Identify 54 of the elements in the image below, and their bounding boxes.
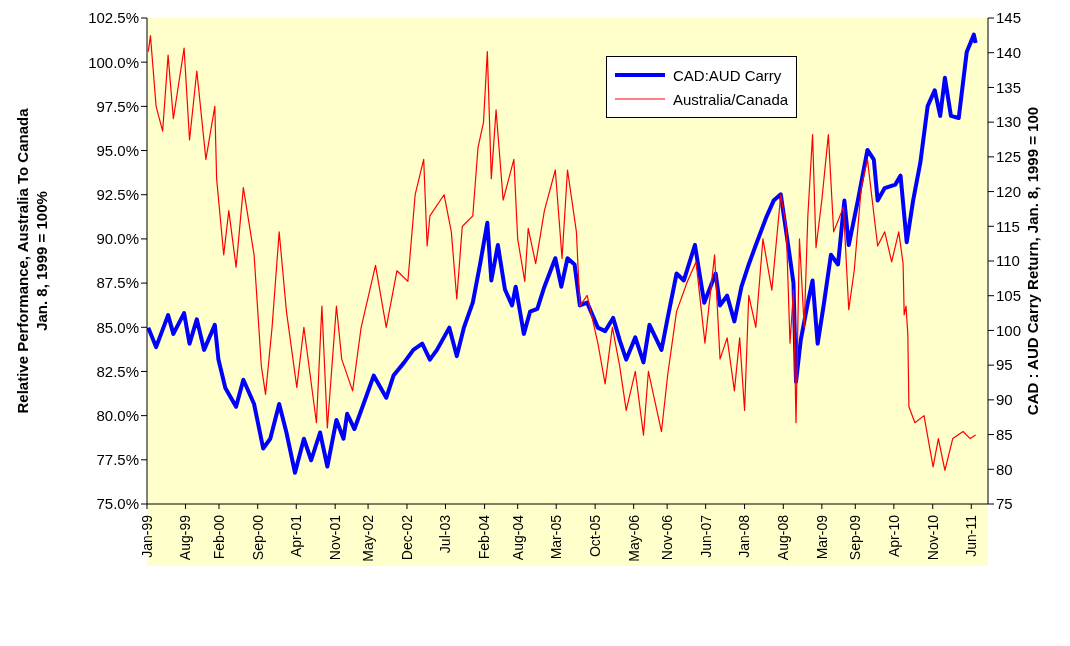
x-tick-label: Jan-08 <box>736 514 753 558</box>
y2-tick-label: 120 <box>996 182 1022 200</box>
x-tick-label: Jul-03 <box>437 514 454 554</box>
y2-tick-label: 110 <box>996 252 1020 270</box>
y2-axis-title: CAD : AUD Carry Return, Jan. 8, 1999 = 100 <box>1024 106 1041 416</box>
x-tick-label: Mar-09 <box>813 514 830 560</box>
y2-tick-label: 140 <box>996 44 1022 62</box>
y2-tick-label: 145 <box>996 9 1022 27</box>
y-tick-label: 97.5% <box>96 97 139 115</box>
x-tick-label: Nov-06 <box>659 514 676 561</box>
x-tick-label: Apr-01 <box>288 514 305 558</box>
y-tick-label: 92.5% <box>96 186 139 204</box>
x-tick-label: Nov-10 <box>924 514 941 561</box>
y-axis-title: Relative Performance, Australia To Canada Jan. 8, 1999 = 100% <box>14 107 50 414</box>
x-tick-label: Jun-11 <box>963 514 980 557</box>
y2-tick-label: 135 <box>996 78 1022 96</box>
x-tick-label: Aug-04 <box>509 514 526 561</box>
x-tick-label: Oct-05 <box>587 514 604 558</box>
y2-tick-label: 115 <box>996 217 1020 235</box>
y2-tick-label: 105 <box>996 287 1022 305</box>
y-tick-label: 95.0% <box>96 141 139 159</box>
y2-tick-label: 100 <box>996 321 1022 339</box>
x-tick-label: Feb-00 <box>210 514 227 560</box>
y2-tick-label: 125 <box>996 148 1022 166</box>
x-tick-label: Mar-05 <box>548 514 565 560</box>
legend-label: Australia/Canada <box>673 90 789 108</box>
x-tick-label: Feb-04 <box>476 514 493 560</box>
x-tick-label: Aug-99 <box>177 514 194 561</box>
y-tick-label: 100.0% <box>88 53 139 71</box>
y-tick-label: 75.0% <box>96 495 139 513</box>
x-tick-label: Jan-99 <box>138 514 155 558</box>
y-tick-label: 90.0% <box>96 230 139 248</box>
x-tick-label: Sep-09 <box>847 514 864 561</box>
x-tick-label: Jun-07 <box>697 514 714 558</box>
x-tick-label: Aug-08 <box>775 514 792 561</box>
legend-label: CAD:AUD Carry <box>673 66 782 84</box>
x-tick-label: May-06 <box>625 514 642 562</box>
y-tick-label: 85.0% <box>96 318 139 336</box>
y-tick-label: 87.5% <box>96 274 139 292</box>
y2-tick-label: 95 <box>996 356 1013 374</box>
y2-tick-label: 85 <box>996 425 1013 443</box>
y-tick-label: 102.5% <box>88 9 139 27</box>
x-tick-label: Apr-10 <box>885 514 902 558</box>
y2-tick-label: 75 <box>996 495 1013 513</box>
x-tick-label: May-02 <box>359 514 376 562</box>
y2-tick-label: 90 <box>996 391 1013 409</box>
y-tick-label: 82.5% <box>96 362 139 380</box>
y2-tick-label: 80 <box>996 460 1013 478</box>
y2-tick-label: 130 <box>996 113 1022 131</box>
x-tick-label: Nov-01 <box>327 514 344 561</box>
x-tick-label: Dec-02 <box>398 514 415 561</box>
y-tick-label: 80.0% <box>96 406 139 424</box>
x-tick-label: Sep-00 <box>249 514 266 561</box>
y-tick-label: 77.5% <box>96 451 139 469</box>
